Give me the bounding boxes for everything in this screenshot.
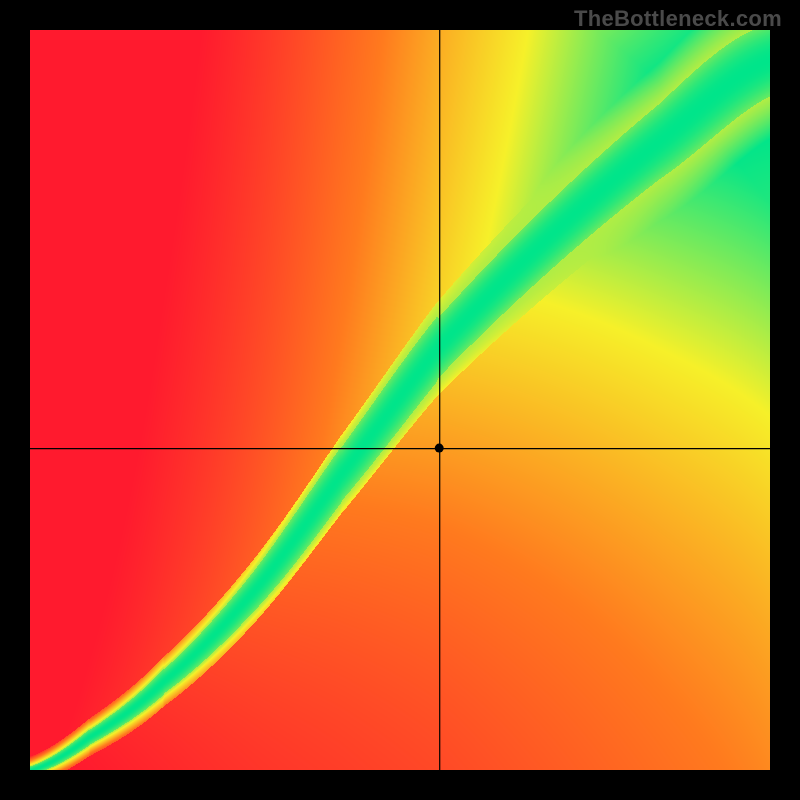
chart-container: TheBottleneck.com <box>0 0 800 800</box>
heatmap-canvas <box>30 30 770 770</box>
heatmap-plot <box>30 30 770 770</box>
watermark-text: TheBottleneck.com <box>574 6 782 32</box>
